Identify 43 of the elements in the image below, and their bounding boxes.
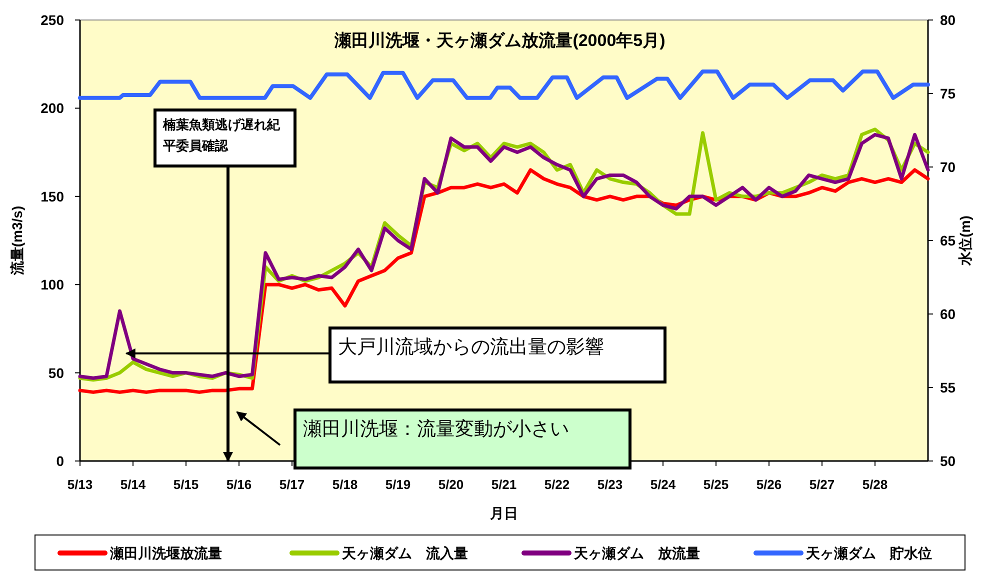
x-tick-label: 5/20	[438, 477, 464, 492]
x-tick-label: 5/21	[491, 477, 517, 492]
x-tick-label: 5/14	[120, 477, 146, 492]
x-tick-label: 5/23	[597, 477, 623, 492]
y-tick-label: 100	[40, 276, 64, 293]
annotation: 瀬田川洗堰：流量変動が小さい	[303, 418, 569, 440]
y2-tick-label: 80	[940, 12, 956, 28]
legend-label: 瀬田川洗堰放流量	[109, 545, 222, 561]
x-tick-label: 5/18	[332, 477, 358, 492]
x-tick-label: 5/22	[544, 477, 570, 492]
y-tick-label: 200	[40, 100, 64, 116]
x-tick-label: 5/28	[862, 477, 888, 492]
annotation: 大戸川流域からの流出量の影響	[338, 336, 604, 358]
x-tick-label: 5/15	[173, 477, 199, 492]
y2-tick-label: 65	[940, 232, 956, 248]
x-tick-label: 5/27	[809, 477, 835, 492]
y2-tick-label: 50	[940, 453, 956, 469]
y-tick-label: 250	[40, 12, 64, 28]
x-axis-title: 月日	[489, 505, 518, 521]
annotation: 楠葉魚類逃げ遅れ紀平委員確認	[154, 108, 296, 462]
annotation: 大戸川流域からの流出量の影響	[125, 326, 666, 384]
y2-tick-label: 60	[940, 306, 956, 322]
annotation: 瀬田川洗堰：流量変動が小さい	[236, 408, 632, 470]
x-tick-label: 5/17	[279, 477, 305, 492]
y-tick-label: 0	[56, 453, 64, 469]
x-tick-label: 5/24	[650, 477, 676, 492]
y-tick-label: 50	[48, 364, 64, 381]
x-tick-label: 5/25	[703, 477, 729, 492]
legend-label: 天ヶ瀬ダム 放流量	[573, 545, 700, 561]
x-tick-label: 5/13	[67, 477, 93, 492]
y2-tick-label: 75	[940, 86, 956, 102]
y2-tick-label: 70	[940, 159, 956, 175]
y2-tick-label: 55	[940, 380, 956, 396]
y-axis-title: 流量(m3/s)	[9, 206, 25, 276]
y2-axis-title: 水位(m)	[957, 216, 973, 266]
text: 瀬田川洗堰・天ヶ瀬ダム放流量(2000年5月)	[334, 31, 666, 50]
legend-label: 天ヶ瀬ダム 貯水位	[805, 545, 932, 561]
x-tick-label: 5/19	[385, 477, 411, 492]
x-tick-label: 5/26	[756, 477, 782, 492]
y-tick-label: 150	[40, 188, 64, 204]
x-tick-label: 5/16	[226, 477, 252, 492]
legend-label: 天ヶ瀬ダム 流入量	[341, 545, 468, 561]
annotation: 楠葉魚類逃げ遅れ紀平委員確認	[162, 117, 281, 153]
